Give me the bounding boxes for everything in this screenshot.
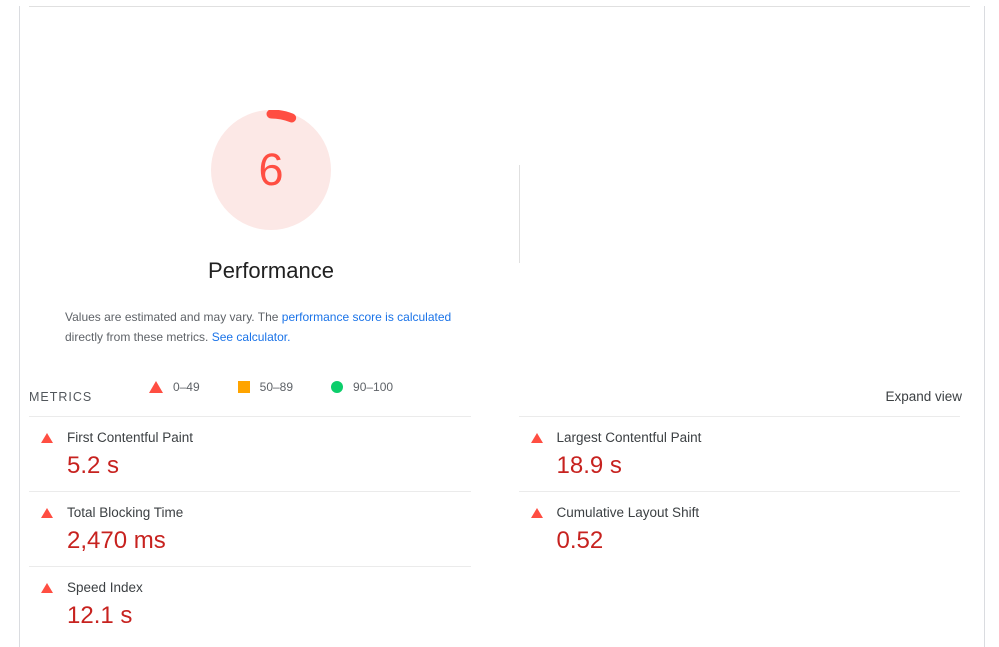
- description-text-before: Values are estimated and may vary. The: [65, 310, 282, 324]
- performance-gauge-link[interactable]: 6 Performance: [20, 110, 522, 284]
- metric-value: 0.52: [556, 527, 604, 554]
- metric-value: 12.1 s: [67, 602, 133, 629]
- fail-triangle-icon: [41, 433, 53, 443]
- metric-total-blocking-time: Total Blocking Time 2,470 ms: [29, 491, 471, 566]
- metric-largest-contentful-paint: Largest Contentful Paint 18.9 s: [518, 416, 960, 491]
- score-calculated-link[interactable]: performance score is calculated: [281, 310, 452, 324]
- metric-value: 5.2 s: [67, 452, 120, 479]
- metric-label: Cumulative Layout Shift: [556, 505, 700, 520]
- score-scale-legend: 0–49 50–89 90–100: [20, 380, 522, 394]
- metric-label: Largest Contentful Paint: [556, 430, 702, 445]
- category-title: Performance: [208, 258, 334, 283]
- metric-value: 2,470 ms: [67, 527, 166, 554]
- scores-header: 6 Performance Values are estimated and m…: [20, 7, 984, 394]
- top-divider: [29, 6, 970, 7]
- lighthouse-report-panel: 6 Performance Values are estimated and m…: [19, 6, 985, 647]
- metric-cumulative-layout-shift: Cumulative Layout Shift 0.52: [518, 491, 960, 566]
- metrics-section-header: METRICS Expand view: [20, 377, 984, 416]
- performance-gauge: 6: [211, 110, 331, 230]
- legend-range-fail: 0–49: [172, 380, 200, 394]
- fail-triangle-icon: [41, 583, 53, 593]
- metrics-column-right: Largest Contentful Paint 18.9 s Cumulati…: [518, 416, 960, 641]
- pass-circle-icon: [331, 381, 344, 393]
- legend-item-average: 50–89: [237, 380, 294, 394]
- fail-triangle-icon: [148, 381, 163, 393]
- metric-value: 18.9 s: [556, 452, 622, 479]
- gauge-background-circle: [211, 110, 331, 230]
- score-description: Values are estimated and may vary. The p…: [65, 307, 477, 347]
- gauge-arc: [211, 110, 331, 230]
- legend-item-pass: 90–100: [331, 380, 393, 394]
- metrics-column-left: First Contentful Paint 5.2 s Total Block…: [29, 416, 471, 641]
- metrics-grid: First Contentful Paint 5.2 s Total Block…: [20, 416, 984, 641]
- metric-speed-index: Speed Index 12.1 s: [29, 566, 471, 641]
- expand-view-button[interactable]: Expand view: [885, 389, 962, 404]
- metric-first-contentful-paint: First Contentful Paint 5.2 s: [29, 416, 471, 491]
- metrics-heading: METRICS: [29, 390, 93, 404]
- legend-range-pass: 90–100: [353, 380, 394, 394]
- description-text-middle: directly from these metrics.: [65, 330, 212, 344]
- fail-triangle-icon: [530, 508, 543, 518]
- legend-range-average: 50–89: [259, 380, 294, 394]
- gauge-section-divider: [519, 165, 520, 263]
- gauge-svg: [211, 110, 331, 230]
- metric-label: First Contentful Paint: [67, 430, 194, 445]
- performance-score-value: 6: [258, 144, 284, 195]
- see-calculator-link[interactable]: See calculator.: [211, 330, 291, 344]
- legend-item-fail: 0–49: [148, 380, 200, 394]
- average-square-icon: [237, 381, 250, 393]
- metric-label: Speed Index: [67, 580, 143, 595]
- fail-triangle-icon: [530, 433, 543, 443]
- fail-triangle-icon: [41, 508, 53, 518]
- metric-label: Total Blocking Time: [67, 505, 184, 520]
